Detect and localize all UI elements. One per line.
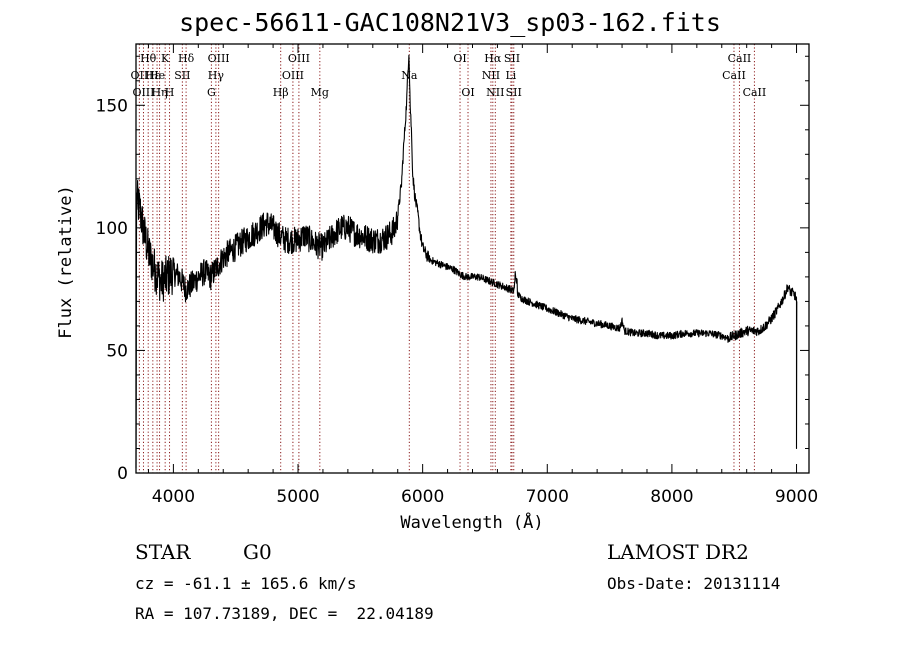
line-label-7: SII [174, 69, 190, 82]
line-label-3: Hε [145, 69, 161, 82]
y-tick-label-1: 50 [106, 341, 128, 361]
x-tick-label-0: 4000 [152, 487, 195, 507]
line-label-6: K [161, 52, 170, 65]
line-label-9: Hδ [178, 52, 195, 65]
x-axis-ticks: 4000 5000 6000 7000 8000 9000 [147, 44, 818, 507]
x-tick-label-2: 6000 [401, 487, 444, 507]
y-tick-label-0: 0 [117, 464, 128, 484]
line-label-11: Hγ [208, 69, 225, 82]
x-tick-label-5: 9000 [775, 487, 818, 507]
spectral-line-markers [138, 44, 755, 473]
chart-title: spec-56611-GAC108N21V3_sp03-162.fits [179, 8, 721, 37]
line-label-23: Li [505, 69, 516, 82]
x-tick-label-4: 8000 [650, 487, 693, 507]
line-label-5: He [149, 69, 165, 82]
observation-date: Obs-Date: 20131114 [607, 574, 781, 593]
line-label-13: OIII [288, 52, 310, 65]
line-label-8: H [165, 86, 175, 99]
x-tick-label-3: 7000 [526, 487, 569, 507]
line-label-24: NII [486, 86, 504, 99]
line-label-10: OIII [208, 52, 230, 65]
line-label-25: SII [506, 86, 522, 99]
line-label-19: OI [461, 86, 474, 99]
line-label-21: SII [504, 52, 520, 65]
line-label-12: G [207, 86, 216, 99]
plot-frame [135, 43, 810, 474]
line-label-14: OIII [282, 69, 304, 82]
survey-label: LAMOST DR2 [607, 540, 749, 564]
flux-line [135, 54, 798, 469]
line-label-1: OII [131, 69, 149, 82]
y-axis-ticks: 0 50 100 150 [96, 55, 809, 484]
y-tick-label-3: 150 [96, 96, 128, 116]
flux-series [135, 54, 798, 469]
line-label-18: OI [453, 52, 466, 65]
line-label-27: CaII [722, 69, 746, 82]
x-axis-label: Wavelength (Å) [400, 511, 543, 533]
line-label-26: CaII [728, 52, 752, 65]
line-label-16: Mg [311, 86, 329, 99]
line-label-0: Hθ [140, 52, 157, 65]
y-tick-label-2: 100 [96, 219, 128, 239]
x-tick-label-1: 5000 [276, 487, 319, 507]
line-label-15: Hβ [273, 86, 289, 99]
line-label-20: Hα [484, 52, 502, 65]
line-label-4: Hη [151, 86, 167, 99]
line-label-22: NII [482, 69, 500, 82]
coordinates: RA = 107.73189, DEC = 22.04189 [135, 604, 434, 623]
y-axis-label: Flux (relative) [56, 185, 76, 339]
subclass-label: G0 [243, 540, 272, 564]
line-label-2: OIII [132, 86, 154, 99]
spectral-line-labels: Hθ OII OIII Hε Hη He K SII H Hδ OIII Hγ G OIII OIII Hβ M… [131, 52, 767, 99]
line-label-28: CaII [743, 86, 767, 99]
class-label: STAR [135, 540, 191, 564]
redshift-velocity: cz = -61.1 ± 165.6 km/s [135, 574, 357, 593]
